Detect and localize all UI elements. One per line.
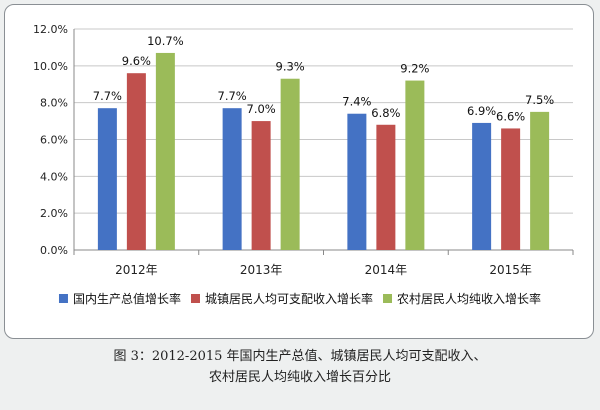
- data-label: 7.4%: [342, 95, 371, 109]
- data-label: 9.3%: [276, 60, 305, 74]
- legend-label: 城镇居民人均可支配收入增长率: [205, 291, 373, 306]
- chart-frame: 0.0% 2.0% 4.0% 6.0% 8.0% 10.0% 12.0% 2012年 7.7% 9…: [4, 4, 594, 339]
- y-tick-label: 8.0%: [40, 97, 68, 110]
- bar: [126, 73, 146, 250]
- bar: [405, 80, 425, 250]
- x-tick-label: 2012年: [115, 263, 158, 277]
- figure-caption: 图 3：2012-2015 年国内生产总值、城镇居民人均可支配收入、 农村居民人…: [0, 346, 600, 388]
- data-label: 9.6%: [122, 54, 151, 68]
- data-label: 6.8%: [371, 106, 400, 120]
- bar-chart: 0.0% 2.0% 4.0% 6.0% 8.0% 10.0% 12.0% 2012年 7.7% 9…: [33, 23, 574, 306]
- bar: [472, 122, 492, 250]
- bar: [280, 78, 300, 250]
- data-label: 9.2%: [400, 62, 429, 76]
- y-tick-label: 2.0%: [40, 207, 68, 220]
- bar: [97, 108, 117, 250]
- data-label: 7.5%: [525, 93, 554, 107]
- legend-label: 国内生产总值增长率: [73, 291, 181, 306]
- data-label: 6.9%: [467, 104, 496, 118]
- legend-swatch: [190, 294, 200, 303]
- x-tick-label: 2013年: [240, 263, 283, 277]
- data-label: 7.0%: [247, 102, 276, 116]
- y-tick-label: 12.0%: [33, 23, 68, 36]
- data-label: 6.6%: [496, 109, 525, 123]
- y-tick-label: 10.0%: [33, 60, 68, 73]
- y-tick-label: 6.0%: [40, 134, 68, 147]
- x-tick-label: 2015年: [489, 263, 532, 277]
- bar: [347, 113, 367, 250]
- bar: [222, 108, 242, 250]
- bar: [376, 124, 396, 250]
- bar: [251, 121, 271, 250]
- caption-line-2: 农村居民人均纯收入增长百分比: [208, 370, 391, 385]
- y-tick-label: 4.0%: [40, 170, 68, 183]
- legend-swatch: [383, 294, 393, 303]
- legend-label: 农村居民人均纯收入增长率: [397, 291, 541, 306]
- data-label: 7.7%: [218, 89, 247, 103]
- data-label: 10.7%: [147, 34, 184, 48]
- bar: [155, 52, 175, 250]
- x-tick-label: 2014年: [365, 263, 408, 277]
- caption-line-1: 图 3：2012-2015 年国内生产总值、城镇居民人均可支配收入、: [113, 349, 487, 364]
- data-label: 7.7%: [93, 89, 122, 103]
- y-tick-label: 0.0%: [40, 244, 68, 257]
- bar: [530, 111, 550, 250]
- legend-swatch: [58, 294, 68, 303]
- bar: [501, 128, 521, 250]
